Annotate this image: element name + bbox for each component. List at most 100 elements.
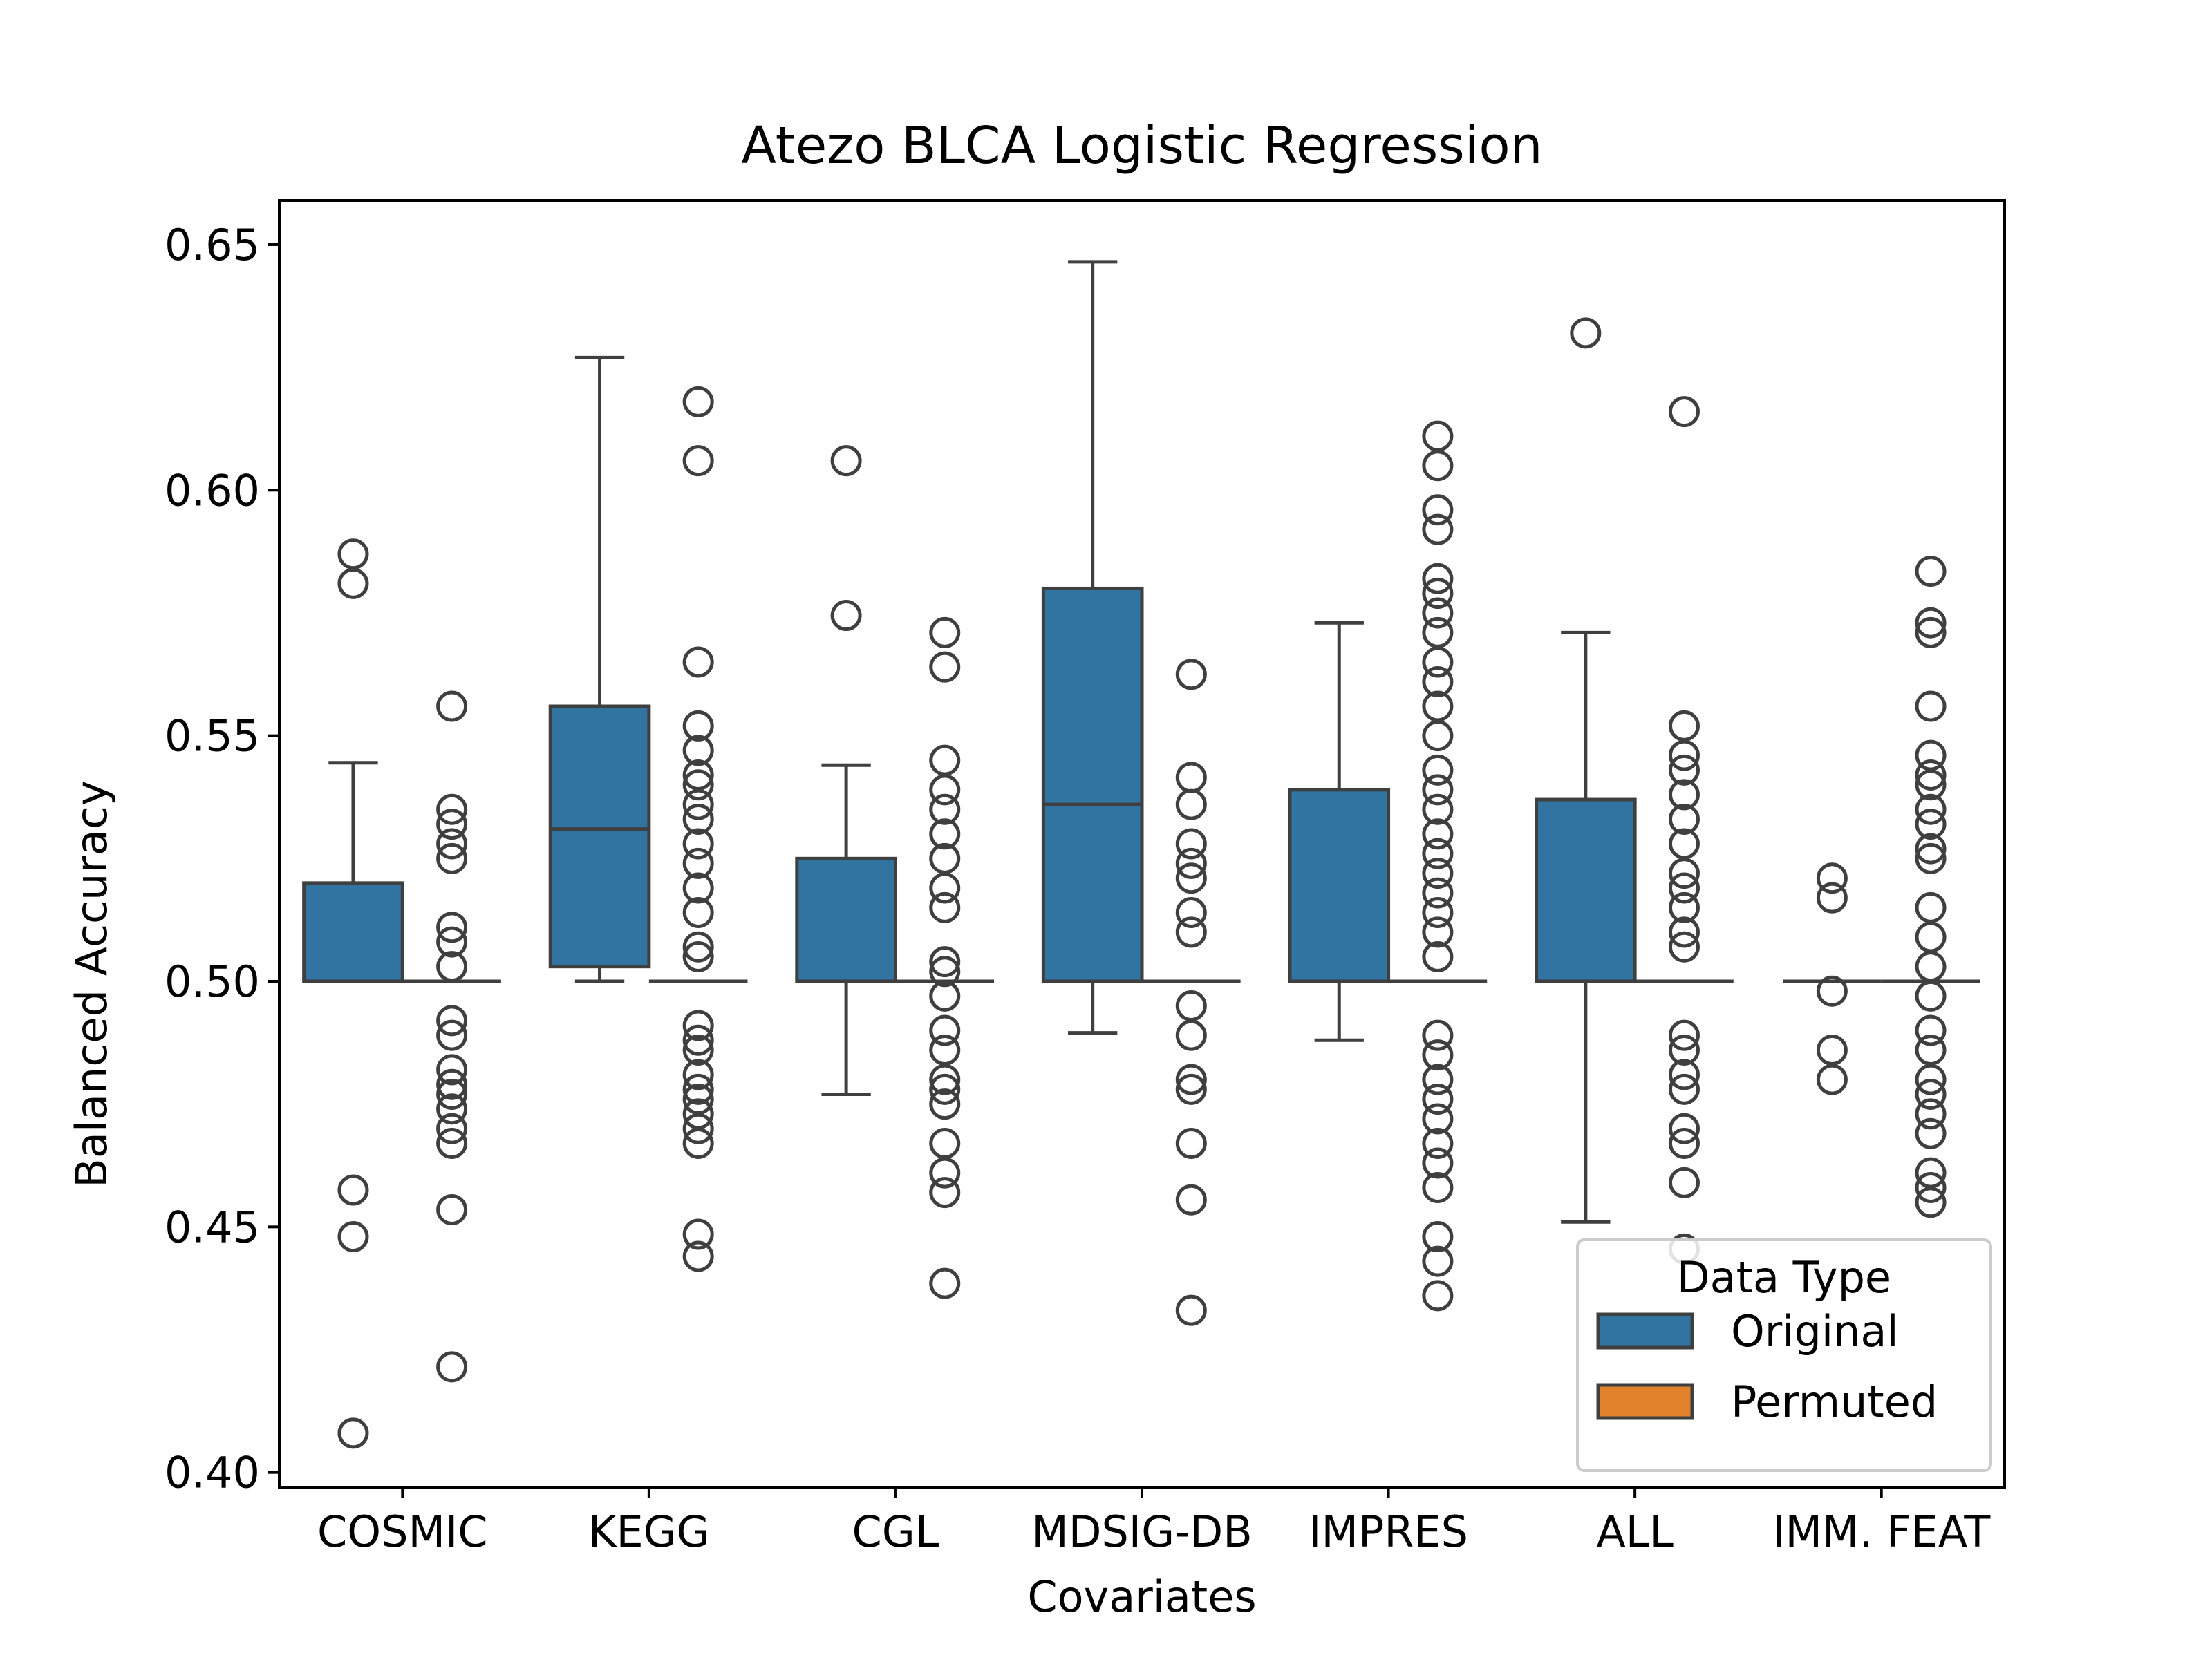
outlier-original-imm-feat-3 (1816, 1034, 1848, 1066)
outlier-permuted-cgl-12 (929, 1014, 961, 1046)
outlier-permuted-all-0 (1668, 396, 1700, 428)
outlier-permuted-all-5 (1668, 803, 1700, 835)
outlier-permuted-impres-12 (1422, 754, 1454, 786)
outlier-permuted-all-4 (1668, 779, 1700, 811)
box-group-original-cgl (795, 445, 897, 1096)
outlier-original-cosmic-4 (337, 1417, 369, 1449)
box-group-original-cosmic (302, 538, 404, 1449)
outlier-permuted-all-12 (1668, 1019, 1700, 1051)
outlier-permuted-mdsig-db-3 (1175, 828, 1207, 860)
outlier-permuted-impres-27 (1422, 1128, 1454, 1160)
outlier-permuted-impres-28 (1422, 1147, 1454, 1179)
outlier-permuted-mdsig-db-0 (1175, 659, 1207, 690)
outlier-permuted-kegg-13 (682, 931, 714, 963)
outlier-permuted-cosmic-3 (436, 828, 468, 860)
outlier-permuted-impres-25 (1422, 1084, 1454, 1115)
outlier-permuted-impres-0 (1422, 420, 1454, 452)
outlier-permuted-kegg-25 (682, 1240, 714, 1272)
outlier-permuted-all-3 (1668, 754, 1700, 786)
box-group-original-all (1535, 317, 1637, 1224)
outlier-permuted-impres-17 (1422, 858, 1454, 889)
plot-layer (302, 260, 1980, 1449)
outlier-permuted-impres-14 (1422, 793, 1454, 825)
outlier-permuted-mdsig-db-12 (1175, 1128, 1207, 1160)
outlier-permuted-mdsig-db-6 (1175, 896, 1207, 928)
outlier-original-cosmic-2 (337, 1174, 369, 1206)
outlier-original-cgl-0 (830, 445, 862, 477)
outlier-permuted-mdsig-db-4 (1175, 847, 1207, 879)
outlier-permuted-impres-20 (1422, 916, 1454, 948)
outlier-permuted-cosmic-1 (436, 793, 468, 825)
box-group-original-impres (1288, 621, 1391, 1042)
outlier-permuted-imm-feat-1 (1915, 607, 1947, 639)
outlier-permuted-cgl-0 (929, 616, 961, 648)
outlier-permuted-cgl-11 (929, 980, 961, 1012)
outlier-permuted-cosmic-13 (436, 1093, 468, 1125)
outlier-permuted-cosmic-9 (436, 1019, 468, 1051)
outlier-permuted-imm-feat-14 (1915, 980, 1947, 1012)
legend-title: Data Type (1677, 1252, 1891, 1303)
outlier-permuted-kegg-19 (682, 1073, 714, 1105)
outlier-original-cosmic-0 (337, 538, 369, 570)
outlier-permuted-cgl-9 (929, 946, 961, 978)
outlier-permuted-kegg-8 (682, 803, 714, 835)
outlier-permuted-imm-feat-18 (1915, 1078, 1947, 1110)
box-group-permuted-cosmic (402, 690, 501, 1383)
box-original-cgl (795, 856, 897, 983)
box-original-kegg (548, 704, 651, 969)
outlier-permuted-kegg-23 (682, 1128, 714, 1160)
outlier-permuted-imm-feat-13 (1915, 951, 1947, 983)
outlier-permuted-imm-feat-7 (1915, 793, 1947, 825)
outlier-permuted-cgl-17 (929, 1128, 961, 1160)
outlier-original-imm-feat-2 (1816, 975, 1848, 1007)
x-tick-label-0: COSMIC (317, 1507, 488, 1557)
box-original-cosmic (302, 881, 404, 983)
box-group-original-imm-feat (1783, 862, 1882, 1095)
outlier-permuted-cosmic-0 (436, 690, 468, 722)
outlier-permuted-cgl-13 (929, 1034, 961, 1066)
box-group-permuted-impres (1388, 420, 1488, 1312)
outlier-permuted-mdsig-db-10 (1175, 1064, 1207, 1095)
outlier-permuted-cosmic-4 (436, 842, 468, 874)
outlier-permuted-cosmic-2 (436, 809, 468, 840)
outlier-permuted-kegg-18 (682, 1059, 714, 1090)
outlier-permuted-kegg-5 (682, 759, 714, 791)
outlier-permuted-cosmic-5 (436, 912, 468, 943)
outlier-permuted-cgl-4 (929, 793, 961, 825)
outlier-permuted-cgl-8 (929, 891, 961, 923)
outlier-permuted-cgl-15 (929, 1073, 961, 1105)
outlier-permuted-kegg-22 (682, 1113, 714, 1144)
outlier-permuted-imm-feat-4 (1915, 739, 1947, 771)
outlier-permuted-mdsig-db-11 (1175, 1073, 1207, 1105)
outlier-permuted-all-17 (1668, 1128, 1700, 1160)
outlier-permuted-cgl-20 (929, 1267, 961, 1299)
outlier-permuted-kegg-15 (682, 1010, 714, 1041)
outlier-permuted-kegg-21 (682, 1098, 714, 1130)
outlier-permuted-imm-feat-5 (1915, 759, 1947, 791)
outlier-permuted-impres-4 (1422, 563, 1454, 594)
outlier-permuted-mdsig-db-8 (1175, 990, 1207, 1022)
outlier-permuted-cgl-2 (929, 744, 961, 776)
outlier-permuted-all-9 (1668, 891, 1700, 923)
outlier-permuted-impres-1 (1422, 450, 1454, 482)
outlier-permuted-kegg-3 (682, 710, 714, 742)
outlier-permuted-all-15 (1668, 1073, 1700, 1105)
outlier-permuted-cosmic-17 (436, 1351, 468, 1383)
box-group-permuted-imm-feat (1881, 556, 1980, 1218)
y-axis-label: Balanced Accuracy (66, 780, 117, 1187)
outlier-permuted-impres-15 (1422, 818, 1454, 850)
outlier-permuted-imm-feat-23 (1915, 1187, 1947, 1218)
outlier-permuted-kegg-12 (682, 896, 714, 928)
outlier-permuted-cosmic-15 (436, 1128, 468, 1160)
outlier-original-imm-feat-1 (1816, 882, 1848, 914)
outlier-permuted-cgl-18 (929, 1157, 961, 1189)
outlier-permuted-imm-feat-0 (1915, 556, 1947, 587)
outlier-permuted-imm-feat-10 (1915, 842, 1947, 874)
outlier-permuted-impres-23 (1422, 1039, 1454, 1071)
outlier-permuted-all-6 (1668, 828, 1700, 860)
outlier-permuted-imm-feat-16 (1915, 1034, 1947, 1066)
outlier-permuted-impres-30 (1422, 1221, 1454, 1253)
y-tick-label-5: 0.65 (165, 220, 260, 270)
outlier-permuted-cgl-1 (929, 651, 961, 683)
